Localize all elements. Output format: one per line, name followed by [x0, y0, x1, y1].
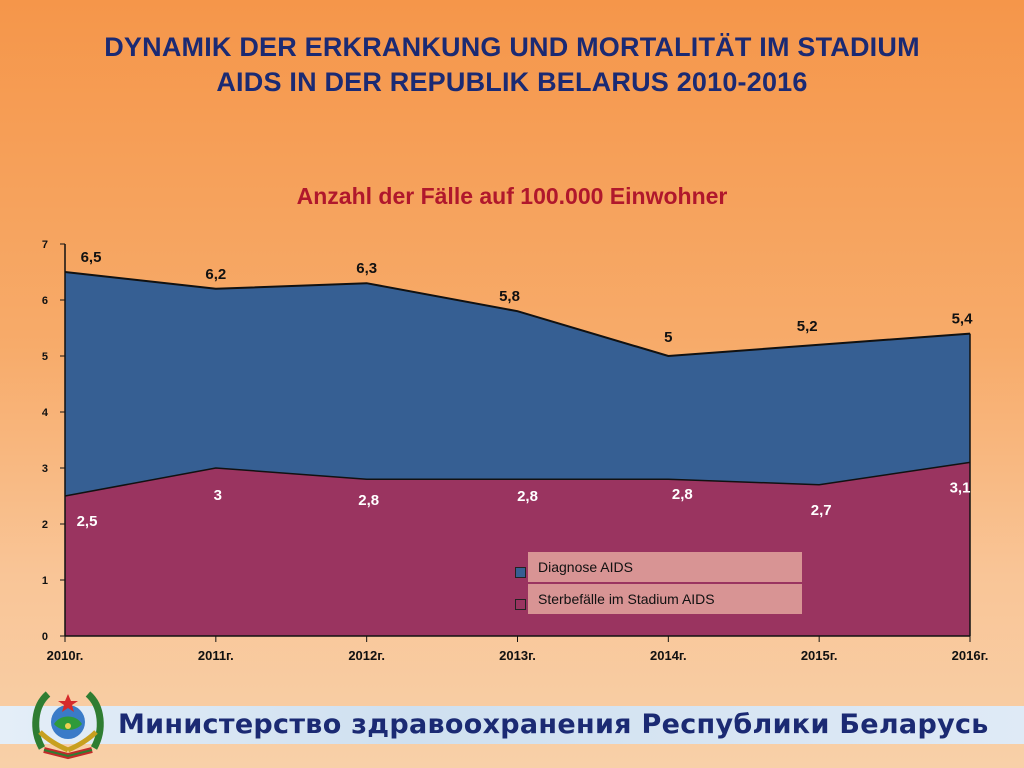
chart-title: Anzahl der Fälle auf 100.000 Einwohner [296, 183, 728, 209]
slide-title-line1: DYNAMIK DER ERKRANKUNG UND MORTALITÄT IM… [104, 32, 920, 62]
x-tick-label: 2015г. [801, 648, 838, 663]
y-tick-label: 6 [42, 295, 48, 307]
y-tick-label: 1 [42, 575, 48, 587]
data-label-diagnose: 5,2 [797, 318, 818, 335]
y-tick-label: 5 [42, 351, 48, 363]
data-label-sterbefaelle: 2,8 [672, 486, 693, 503]
legend-item-sterbefaelle: Sterbefälle im Stadium AIDS [512, 584, 804, 614]
y-tick-label: 7 [42, 239, 48, 251]
x-tick-label: 2013г. [499, 648, 536, 663]
y-tick-label: 2 [42, 519, 48, 531]
data-label-diagnose: 5 [664, 329, 672, 346]
legend-swatch-sterbefaelle [515, 599, 526, 610]
data-label-diagnose: 5,4 [952, 311, 974, 328]
data-label-sterbefaelle: 3,1 [950, 479, 971, 496]
x-tick-label: 2012г. [348, 648, 385, 663]
x-tick-label: 2014г. [650, 648, 687, 663]
data-label-sterbefaelle: 2,8 [358, 492, 379, 509]
data-label-diagnose: 6,2 [205, 266, 226, 283]
legend-item-diagnose: Diagnose AIDS [512, 552, 804, 582]
legend-swatch-diagnose [515, 567, 526, 578]
data-label-sterbefaelle: 2,7 [811, 502, 832, 519]
x-tick-label: 2010г. [47, 648, 84, 663]
slide-title-line2: AIDS IN DER REPUBLIK BELARUS 2010-2016 [216, 67, 808, 97]
footer-ministry-text: Министерство здравоохранения Республики … [118, 709, 989, 740]
y-tick-label: 0 [42, 631, 48, 643]
legend-label-sterbefaelle: Sterbefälle im Stadium AIDS [528, 584, 802, 614]
slide-title: DYNAMIK DER ERKRANKUNG UND MORTALITÄT IM… [40, 30, 984, 100]
footer-band [0, 706, 1024, 744]
belarus-emblem-icon [32, 691, 104, 760]
data-label-diagnose: 5,8 [499, 288, 520, 305]
x-tick-label: 2016г. [952, 648, 989, 663]
line-diagnose-aids [64, 271, 971, 358]
data-label-diagnose: 6,5 [81, 249, 102, 266]
chart-legend: Diagnose AIDS Sterbefälle im Stadium AID… [512, 552, 804, 616]
y-tick-label: 3 [42, 463, 48, 475]
data-label-sterbefaelle: 2,5 [77, 513, 98, 530]
y-tick-label: 4 [42, 407, 49, 419]
legend-label-diagnose: Diagnose AIDS [528, 552, 802, 582]
line-sterbefaelle [64, 461, 971, 497]
data-label-diagnose: 6,3 [356, 260, 377, 277]
data-label-sterbefaelle: 3 [214, 487, 222, 504]
data-label-sterbefaelle: 2,8 [517, 488, 538, 505]
x-tick-label: 2011г. [198, 648, 234, 663]
